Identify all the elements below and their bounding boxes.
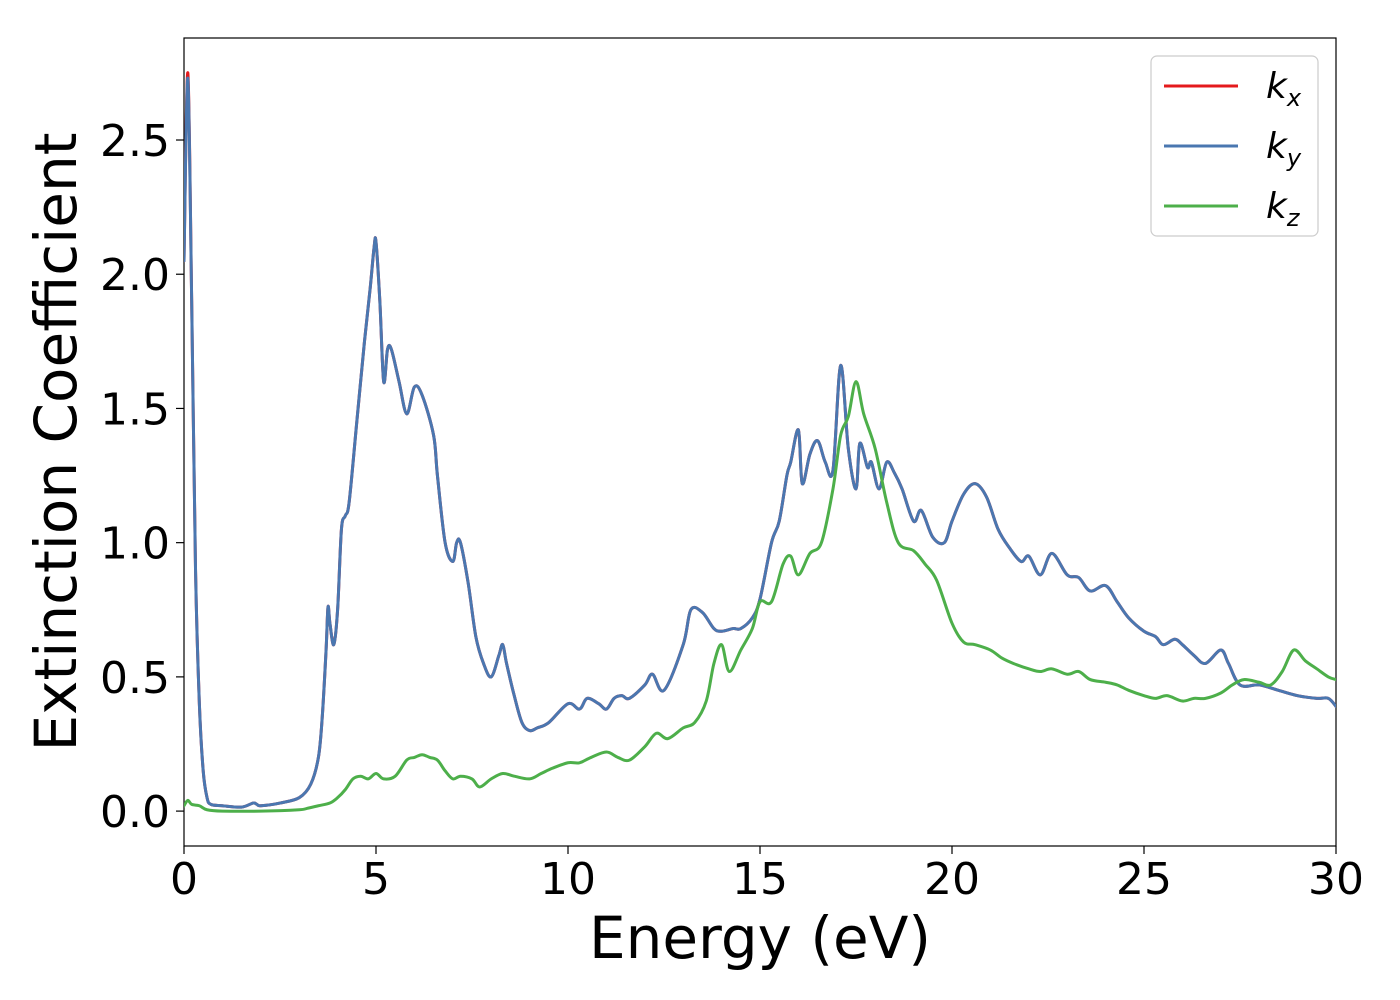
x-tick-label: 5 — [362, 854, 390, 905]
legend: kx ky kz — [1150, 55, 1319, 237]
x-tick-label: 20 — [924, 854, 980, 905]
x-tick-label: 0 — [170, 854, 198, 905]
x-tick-label: 25 — [1116, 854, 1172, 905]
y-tick-label: 1.5 — [100, 384, 170, 435]
series-line-y — [184, 76, 1336, 809]
x-tick-label: 10 — [540, 854, 596, 905]
legend-label-x: kx — [1266, 66, 1302, 112]
series-lines — [184, 71, 1336, 813]
y-tick-label: 1.0 — [100, 519, 170, 570]
y-tick-label: 2.0 — [100, 250, 170, 301]
x-tick-label: 15 — [732, 854, 788, 905]
y-axis-label: Extinction Coefficient — [22, 133, 90, 752]
y-axis-ticks: 0.0 0.5 1.0 1.5 2.0 2.5 — [100, 116, 184, 838]
series-line-z — [184, 380, 1336, 813]
x-axis-ticks: 0 5 10 15 20 25 30 — [170, 846, 1364, 905]
legend-label-z: kz — [1266, 186, 1301, 232]
x-axis-label: Energy (eV) — [589, 904, 931, 972]
legend-label-y: ky — [1266, 126, 1302, 172]
y-tick-label: 2.5 — [100, 116, 170, 167]
y-tick-label: 0.0 — [100, 787, 170, 838]
x-tick-label: 30 — [1308, 854, 1364, 905]
y-tick-label: 0.5 — [100, 653, 170, 704]
